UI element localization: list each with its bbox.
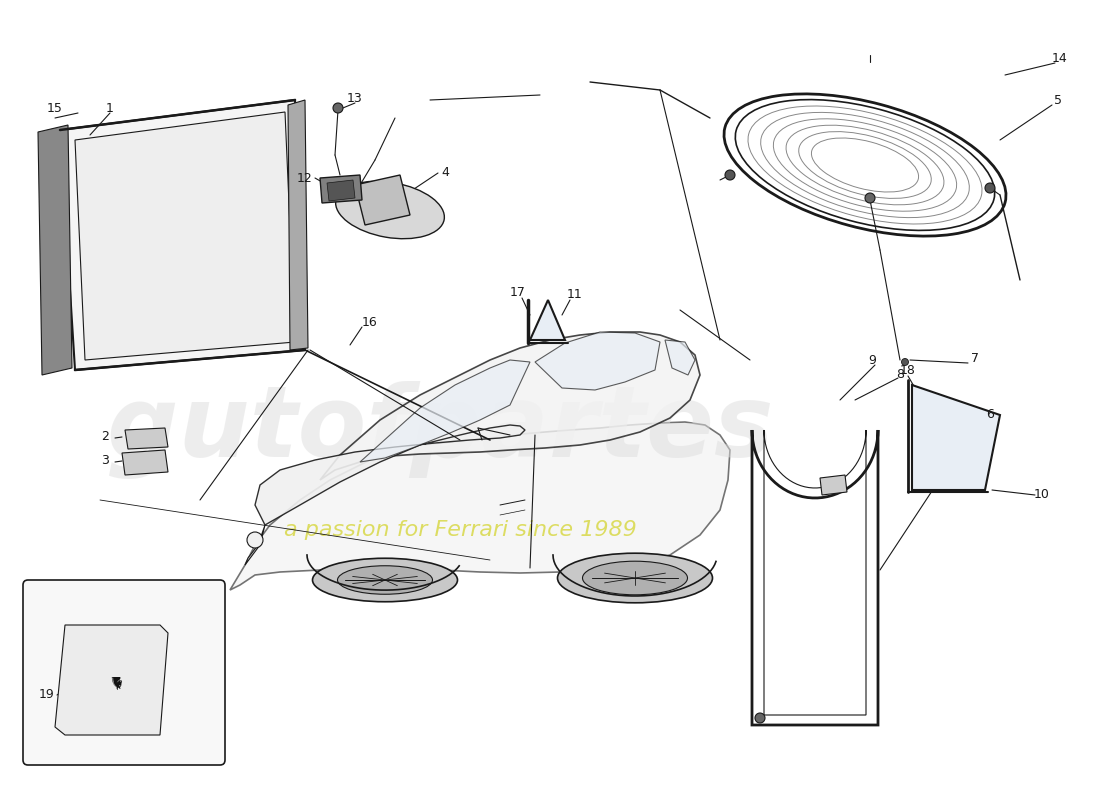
Circle shape bbox=[984, 183, 996, 193]
Text: 5: 5 bbox=[1054, 94, 1062, 106]
Circle shape bbox=[902, 358, 909, 366]
Text: 17: 17 bbox=[510, 286, 526, 298]
Text: 2: 2 bbox=[101, 430, 109, 443]
Polygon shape bbox=[60, 100, 305, 370]
Ellipse shape bbox=[558, 554, 713, 603]
Polygon shape bbox=[230, 422, 730, 590]
Polygon shape bbox=[75, 112, 295, 360]
Polygon shape bbox=[320, 175, 362, 203]
Circle shape bbox=[755, 713, 764, 723]
Polygon shape bbox=[125, 428, 168, 449]
Polygon shape bbox=[535, 332, 660, 390]
Text: 12: 12 bbox=[297, 171, 312, 185]
Polygon shape bbox=[255, 425, 525, 525]
Text: 9: 9 bbox=[868, 354, 876, 366]
FancyBboxPatch shape bbox=[23, 580, 226, 765]
Ellipse shape bbox=[583, 562, 688, 595]
Polygon shape bbox=[355, 175, 410, 225]
Text: ♞: ♞ bbox=[103, 671, 120, 689]
Polygon shape bbox=[360, 360, 530, 462]
Polygon shape bbox=[320, 332, 700, 480]
Polygon shape bbox=[288, 100, 308, 350]
Text: a passion for Ferrari since 1989: a passion for Ferrari since 1989 bbox=[284, 520, 637, 540]
Polygon shape bbox=[55, 625, 168, 735]
Text: 19: 19 bbox=[40, 689, 55, 702]
Circle shape bbox=[333, 103, 343, 113]
Text: 15: 15 bbox=[47, 102, 63, 114]
Text: 8: 8 bbox=[896, 369, 904, 382]
Text: 11: 11 bbox=[568, 289, 583, 302]
Polygon shape bbox=[122, 450, 168, 475]
Polygon shape bbox=[912, 385, 1000, 490]
Text: gutofpartes: gutofpartes bbox=[107, 381, 773, 479]
Text: 18: 18 bbox=[900, 363, 916, 377]
Text: 14: 14 bbox=[1052, 51, 1068, 65]
Ellipse shape bbox=[312, 558, 458, 602]
Polygon shape bbox=[39, 125, 72, 375]
Text: 7: 7 bbox=[971, 351, 979, 365]
Circle shape bbox=[248, 532, 263, 548]
Polygon shape bbox=[327, 180, 355, 201]
Text: 10: 10 bbox=[1034, 489, 1049, 502]
Ellipse shape bbox=[338, 566, 432, 594]
Polygon shape bbox=[666, 340, 695, 375]
Ellipse shape bbox=[336, 182, 444, 238]
Polygon shape bbox=[820, 475, 847, 495]
Polygon shape bbox=[530, 300, 565, 340]
Text: 1: 1 bbox=[106, 102, 114, 114]
Polygon shape bbox=[245, 525, 265, 565]
Text: 3: 3 bbox=[101, 454, 109, 467]
Text: 16: 16 bbox=[362, 315, 378, 329]
Circle shape bbox=[725, 170, 735, 180]
Text: 13: 13 bbox=[348, 91, 363, 105]
Text: 4: 4 bbox=[441, 166, 449, 179]
Circle shape bbox=[865, 193, 874, 203]
Text: 6: 6 bbox=[986, 409, 994, 422]
